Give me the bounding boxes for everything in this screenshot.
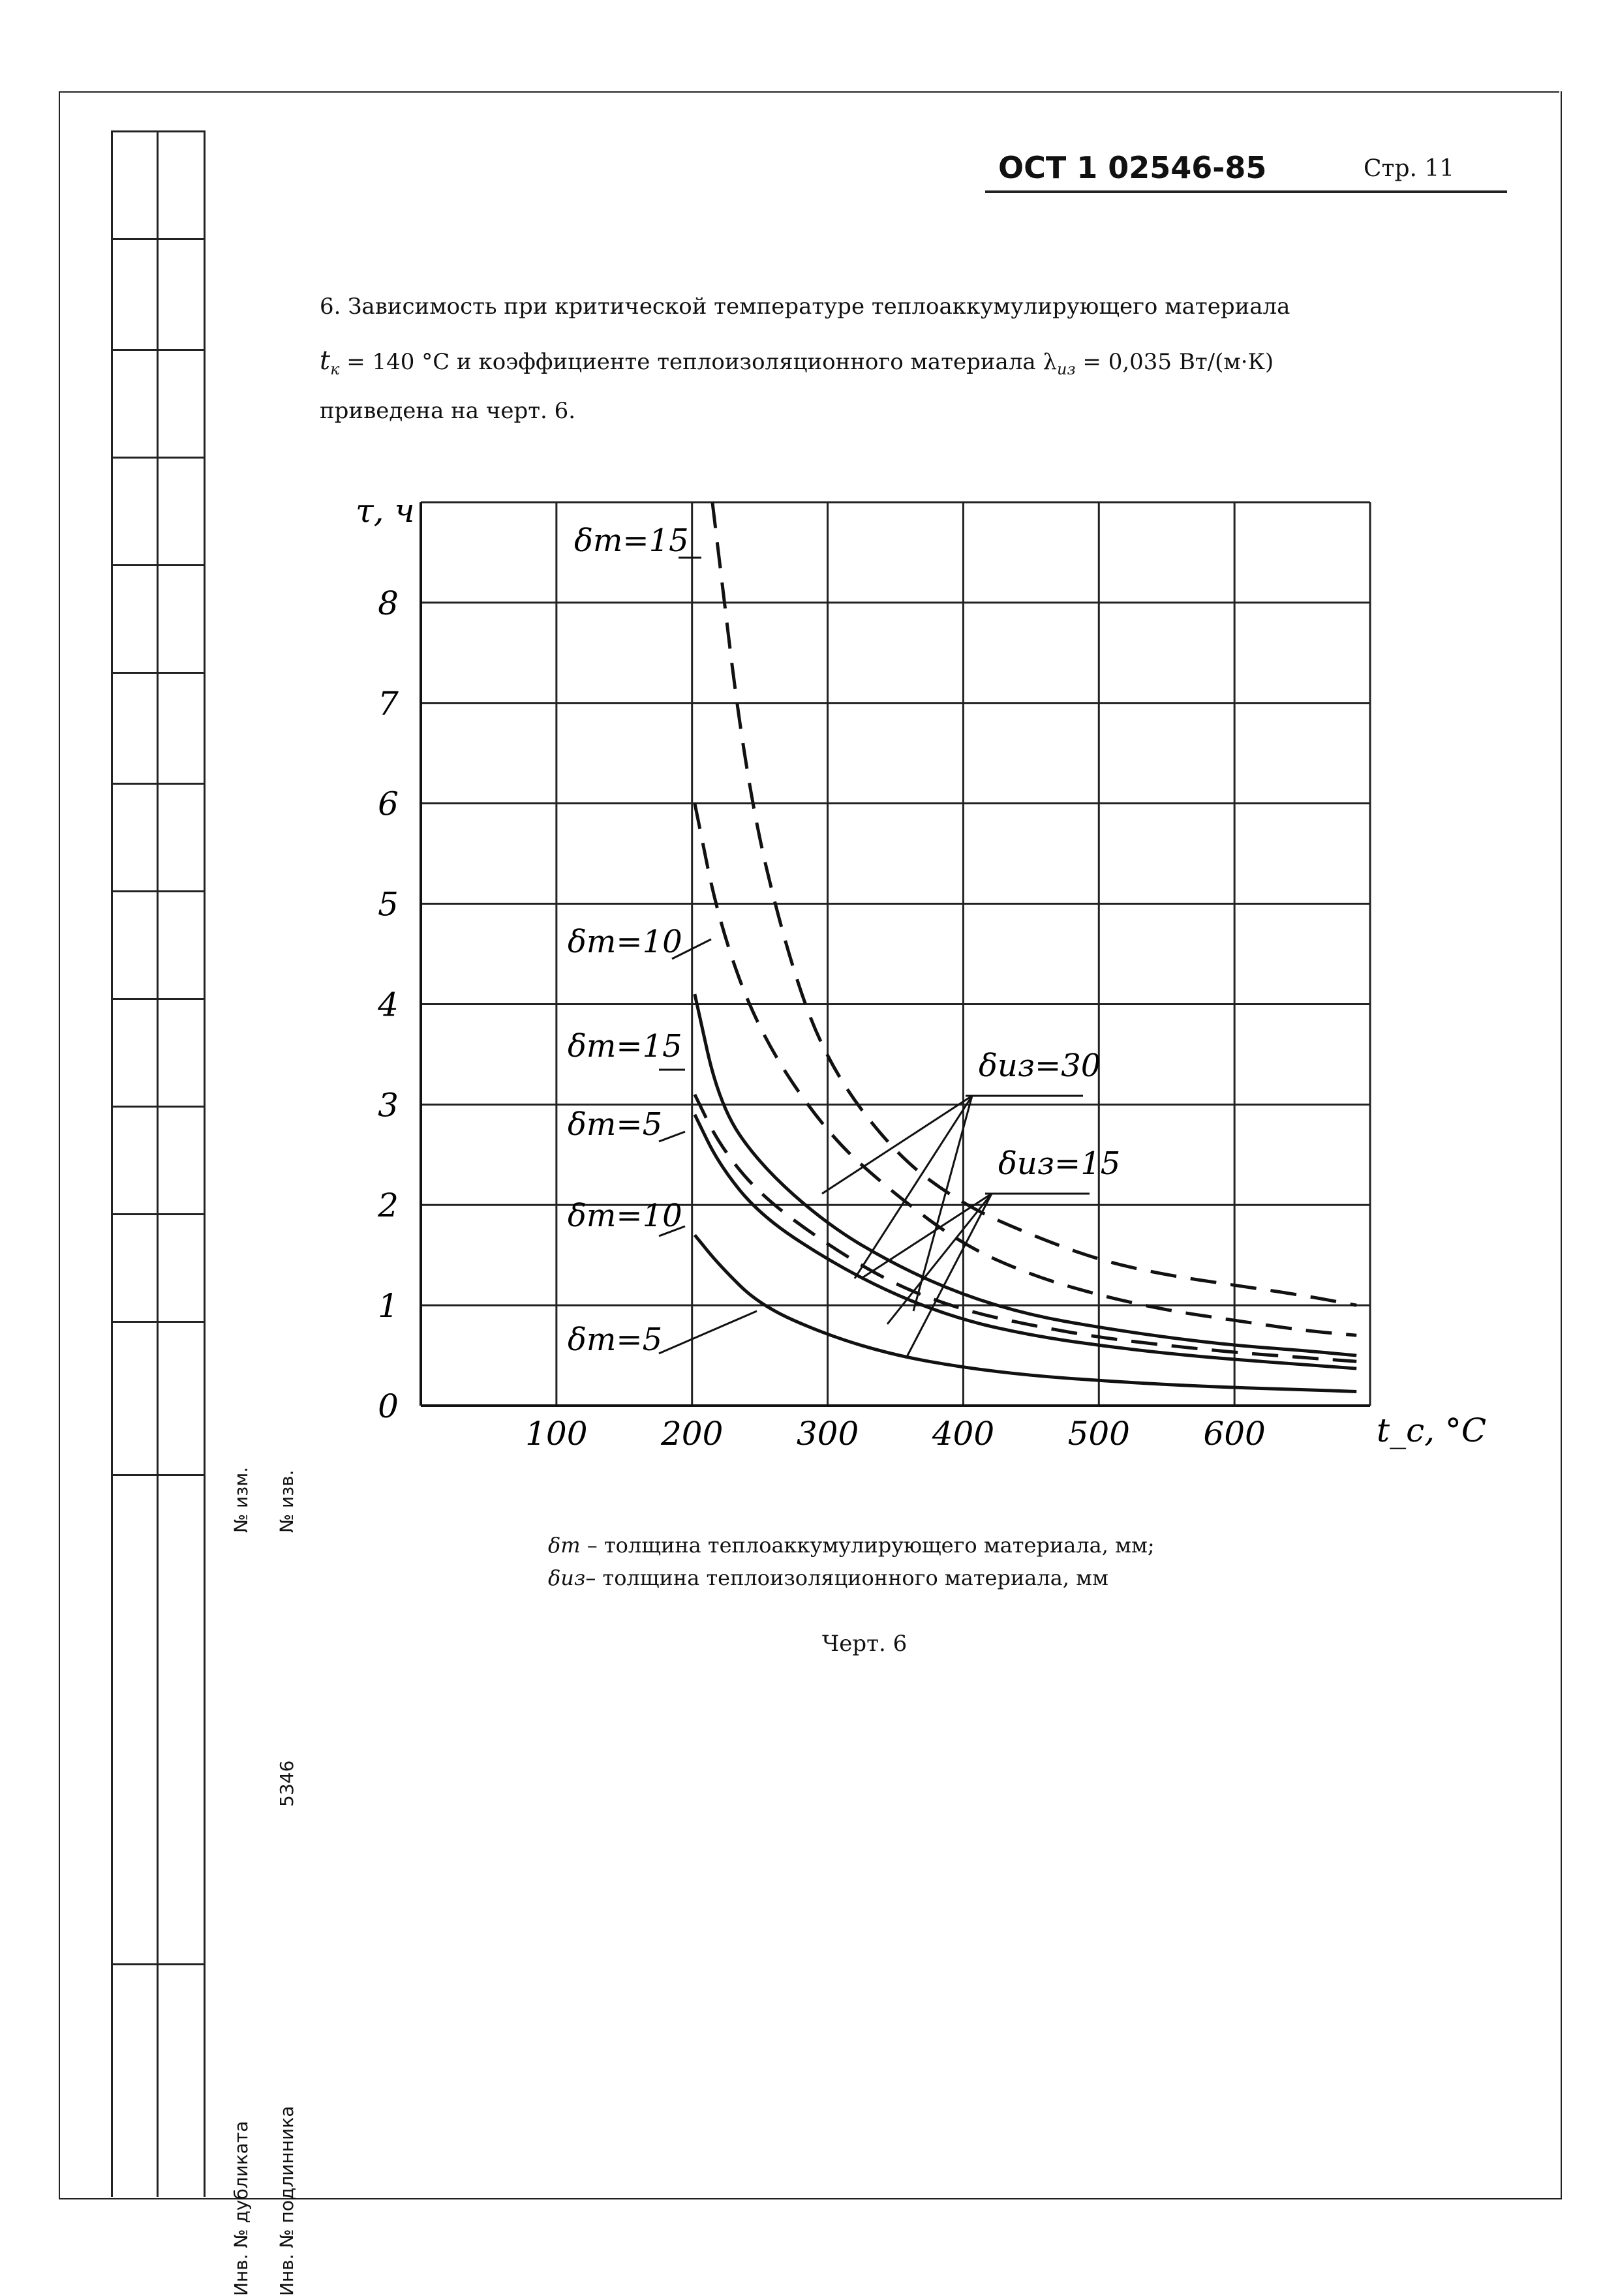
legend-sym-1: δт — [548, 1533, 581, 1558]
stamp-row — [111, 1106, 204, 1108]
y-tick-label: 3 — [378, 1086, 399, 1124]
stamp-row — [111, 890, 204, 892]
stamp-col-2 — [157, 130, 159, 2197]
curve-label: δт=15 — [568, 1028, 682, 1065]
legend-text-2: – толщина теплоизоляционного материала, … — [585, 1565, 1108, 1590]
paragraph-line-2-end: = 0,035 Вт/(м·К) — [1075, 349, 1274, 375]
x-tick-label: 300 — [797, 1415, 859, 1453]
label-leader — [658, 1310, 757, 1355]
frame-right — [1561, 91, 1562, 2198]
series-line — [693, 1233, 1357, 1393]
curve-label: δт=10 — [568, 1198, 682, 1234]
header-rule — [985, 190, 1507, 193]
curve-label: δиз=15 — [998, 1145, 1120, 1182]
y-tick-label: 2 — [377, 1186, 399, 1224]
label-leader — [861, 1192, 992, 1280]
curve-label: δт=5 — [568, 1106, 662, 1143]
series-line — [710, 502, 1357, 1307]
stamp-strip: № изм. № изв. 5346 Инв. № дубликата Инв.… — [111, 130, 298, 2296]
legend-sym-2: δиз — [548, 1565, 586, 1590]
figure-caption: Черт. 6 — [822, 1631, 908, 1657]
curve-label: δт=15 — [574, 522, 689, 559]
y-tick-label: 4 — [377, 986, 399, 1023]
stamp-row — [111, 564, 204, 566]
series-line — [693, 1093, 1357, 1363]
label-leader — [853, 1095, 973, 1279]
stamp-row — [111, 1321, 204, 1323]
label-leader — [906, 1193, 993, 1357]
tk-symbol: t — [320, 346, 331, 376]
y-tick-label: 1 — [378, 1287, 399, 1325]
x-tick-label: 500 — [1068, 1415, 1130, 1453]
stamp-row — [111, 349, 204, 351]
y-tick-label: 5 — [378, 886, 399, 924]
series-line — [693, 803, 1357, 1337]
x-tick-label: 100 — [525, 1415, 587, 1453]
y-axis-label: τ, ч — [356, 492, 415, 530]
label-leader — [886, 1193, 993, 1325]
page-number: Стр. 11 — [1364, 155, 1455, 182]
stamp-row — [111, 130, 204, 132]
paragraph-line-3: приведена на черт. 6. — [320, 398, 576, 424]
paragraph-line-1: 6. Зависимость при критической температу… — [320, 294, 1290, 320]
stamp-row — [111, 998, 204, 1000]
lambda-sub: из — [1057, 360, 1076, 378]
y-tick-label: 7 — [378, 685, 399, 723]
label-leader — [658, 1225, 686, 1237]
doc-code: ОСТ 1 02546-85 — [998, 150, 1267, 185]
series-line — [693, 993, 1357, 1357]
series-line — [693, 1113, 1357, 1370]
label-leader — [821, 1095, 973, 1195]
stamp-row — [111, 672, 204, 674]
label-leader — [658, 1130, 686, 1143]
stamp-row — [111, 238, 204, 240]
paragraph-line-2: tк = 140 °С и коэффициенте теплоизоляцио… — [320, 346, 1274, 378]
legend-text-1: – толщина теплоаккумулирующего материала… — [580, 1533, 1155, 1558]
stamp-col-1 — [111, 130, 113, 2197]
stamp-row — [111, 1963, 204, 1965]
stamp-row — [111, 1213, 204, 1215]
y-tick-label: 6 — [378, 785, 399, 823]
frame-bottom — [59, 2198, 1562, 2199]
x-tick-label: 400 — [932, 1415, 994, 1453]
stamp-row — [111, 783, 204, 785]
x-axis-label: t_c, °C — [1377, 1412, 1486, 1449]
legend-line-2: δиз– толщина теплоизоляционного материал… — [548, 1565, 1108, 1590]
main-border — [204, 130, 206, 2197]
y-tick-label: 0 — [378, 1387, 399, 1425]
tk-sub: к — [330, 360, 340, 378]
y-tick-label: 8 — [378, 584, 399, 622]
curve-label: δт=5 — [568, 1322, 662, 1358]
label-leader — [671, 938, 712, 960]
paragraph-line-2-text: = 140 °С и коэффициенте теплоизоляционно… — [339, 349, 1058, 375]
legend-line-1: δт – толщина теплоаккумулирующего матери… — [548, 1533, 1155, 1558]
stamp-row — [111, 457, 204, 459]
curve-label: δт=10 — [568, 924, 682, 960]
frame-left — [59, 91, 60, 2198]
curve-label: δиз=30 — [979, 1048, 1101, 1084]
x-tick-label: 200 — [660, 1415, 723, 1453]
stamp-row — [111, 1474, 204, 1476]
x-tick-label: 600 — [1203, 1415, 1265, 1453]
frame-top — [59, 91, 1559, 93]
label-leader — [912, 1095, 973, 1312]
